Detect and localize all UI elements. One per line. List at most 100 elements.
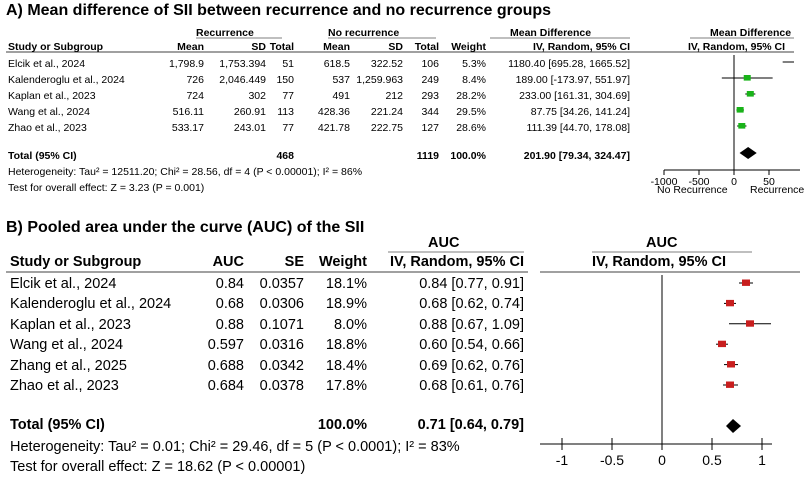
forest-plot-b: -1 -0.5 0 0.5 1 [540,275,772,468]
study-auc: 0.688 [207,357,244,374]
point-estimate-square [726,299,734,307]
mean-recurrence: 533.17 [171,122,204,134]
study-weight: 28.6% [456,122,486,134]
mean-recurrence: 516.11 [172,106,204,118]
total-weight-b: 100.0% [317,417,367,433]
sd-recurrence: 2,046.449 [219,74,266,86]
forest-plot-a: -1000 -500 0 50 [651,55,800,188]
plot-b-header: AUC [646,235,678,251]
x-tick-label: -0.5 [600,452,624,468]
auc-sub: IV, Random, 95% CI [389,254,524,270]
point-estimate-square [738,123,746,129]
auc-header: AUC [428,235,460,251]
point-estimate-square [726,381,734,388]
panel-b-title: B) Pooled area under the curve (AUC) of … [6,219,365,236]
study-name: Wang et al., 2024 [8,106,90,118]
md-sub: IV, Random, 95% CI [532,41,630,53]
x-tick-label: -500 [688,176,709,188]
study-name: Zhao et al., 2023 [8,122,87,134]
total-recurrence: 77 [282,90,294,102]
study-name: Kaplan et al., 2023 [8,90,96,102]
mean-no-recurrence: 491 [332,90,350,102]
point-estimate-square [718,340,726,348]
total-n1: 468 [276,150,294,162]
heterogeneity-a: Heterogeneity: Tau² = 12511.20; Chi² = 2… [8,166,363,178]
mean-recurrence: 726 [186,74,204,86]
total-recurrence: 51 [282,58,294,70]
col-study-a: Study or Subgroup [8,41,104,53]
x-tick-label: 50 [763,176,775,188]
study-weight: 18.4% [325,357,367,374]
plot-b-sub: IV, Random, 95% CI [592,254,727,270]
md-header: Mean Difference [510,27,592,39]
study-weight: 18.1% [325,276,367,292]
total-recurrence: 150 [276,74,294,86]
study-name: Zhao et al., 2023 [10,378,119,394]
heterogeneity-b: Heterogeneity: Tau² = 0.01; Chi² = 29.46… [10,439,460,455]
favours-left-a: No Recurrence [657,184,728,196]
study-ci: 0.88 [0.67, 1.09] [419,316,524,333]
col-se: SE [284,254,304,270]
no-recurrence-group-header: No recurrence [328,27,400,39]
point-estimate-square [743,75,751,81]
favours-right-a: Recurrence [750,184,805,196]
total-no-recurrence: 106 [421,58,439,70]
point-estimate-square [736,107,744,113]
total-no-recurrence: 249 [421,74,439,86]
total-ci-a: 201.90 [79.34, 324.47] [523,150,630,162]
x-tick-label: -1 [556,452,569,468]
study-name: Zhang et al., 2025 [10,357,127,374]
study-se: 0.0357 [259,276,304,292]
recurrence-group-header: Recurrence [196,27,254,39]
study-weight: 28.2% [456,90,486,102]
study-weight: 18.8% [325,337,367,354]
study-se: 0.0378 [259,378,304,394]
sd-recurrence: 302 [248,90,266,102]
study-auc: 0.597 [207,337,244,354]
study-auc: 0.84 [215,276,244,292]
sd-no-recurrence: 322.52 [370,58,403,70]
x-tick-label: 0 [658,452,666,468]
study-ci: 111.39 [44.70, 178.08] [526,122,630,134]
total-recurrence: 113 [277,106,294,118]
col-total2: Total [414,41,439,53]
study-weight: 5.3% [462,58,486,70]
study-name: Kaplan et al., 2023 [10,316,131,333]
total-no-recurrence: 344 [421,106,439,118]
total-n2: 1119 [416,150,439,162]
total-label-b: Total (95% CI) [10,417,105,433]
total-ci-b: 0.71 [0.64, 0.79] [417,417,524,433]
study-ci: 189.00 [-173.97, 551.97] [515,74,630,86]
study-se: 0.0306 [259,296,304,313]
study-ci: 0.84 [0.77, 0.91] [419,276,524,292]
col-weight-a: Weight [451,41,486,53]
study-ci: 0.69 [0.62, 0.76] [419,357,524,374]
study-auc: 0.88 [215,316,244,333]
panel-a-title: A) Mean difference of SII between recurr… [6,2,552,19]
study-ci: 233.00 [161.31, 304.69] [519,90,630,102]
col-total1: Total [269,41,294,53]
col-mean1: Mean [177,41,204,53]
study-name: Kalenderoglu et al., 2024 [8,74,125,86]
study-weight: 18.9% [325,296,367,313]
total-no-recurrence: 127 [421,122,439,134]
study-weight: 29.5% [456,106,486,118]
col-sd2: SD [388,41,403,53]
study-auc: 0.68 [215,296,244,313]
point-estimate-square [727,361,735,368]
point-estimate-square [742,279,750,286]
study-name: Kalenderoglu et al., 2024 [10,296,172,313]
study-name: Wang et al., 2024 [10,337,124,354]
total-no-recurrence: 293 [421,90,439,102]
study-weight: 17.8% [325,378,367,394]
col-study-b: Study or Subgroup [10,254,142,270]
point-estimate-square [746,91,754,97]
mean-recurrence: 724 [186,90,204,102]
plot-a-sub: IV, Random, 95% CI [688,41,786,53]
x-tick-label: 1 [758,452,766,468]
sd-no-recurrence: 222.75 [370,122,403,134]
mean-no-recurrence: 421.78 [317,122,350,134]
mean-recurrence: 1,798.9 [168,58,204,70]
col-auc: AUC [212,254,244,270]
